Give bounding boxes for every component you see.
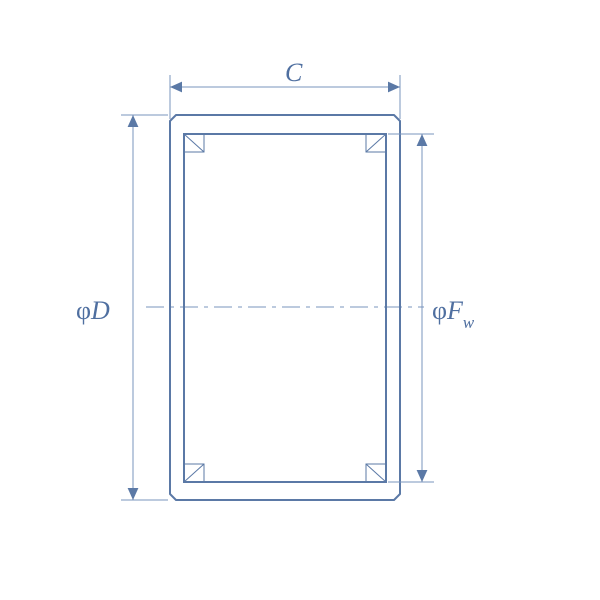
label-inner-diameter: φFw <box>432 296 474 330</box>
label-width: C <box>285 58 302 88</box>
label-outer-diameter: φD <box>76 296 110 326</box>
diagram-stage: C φD φFw <box>0 0 600 600</box>
